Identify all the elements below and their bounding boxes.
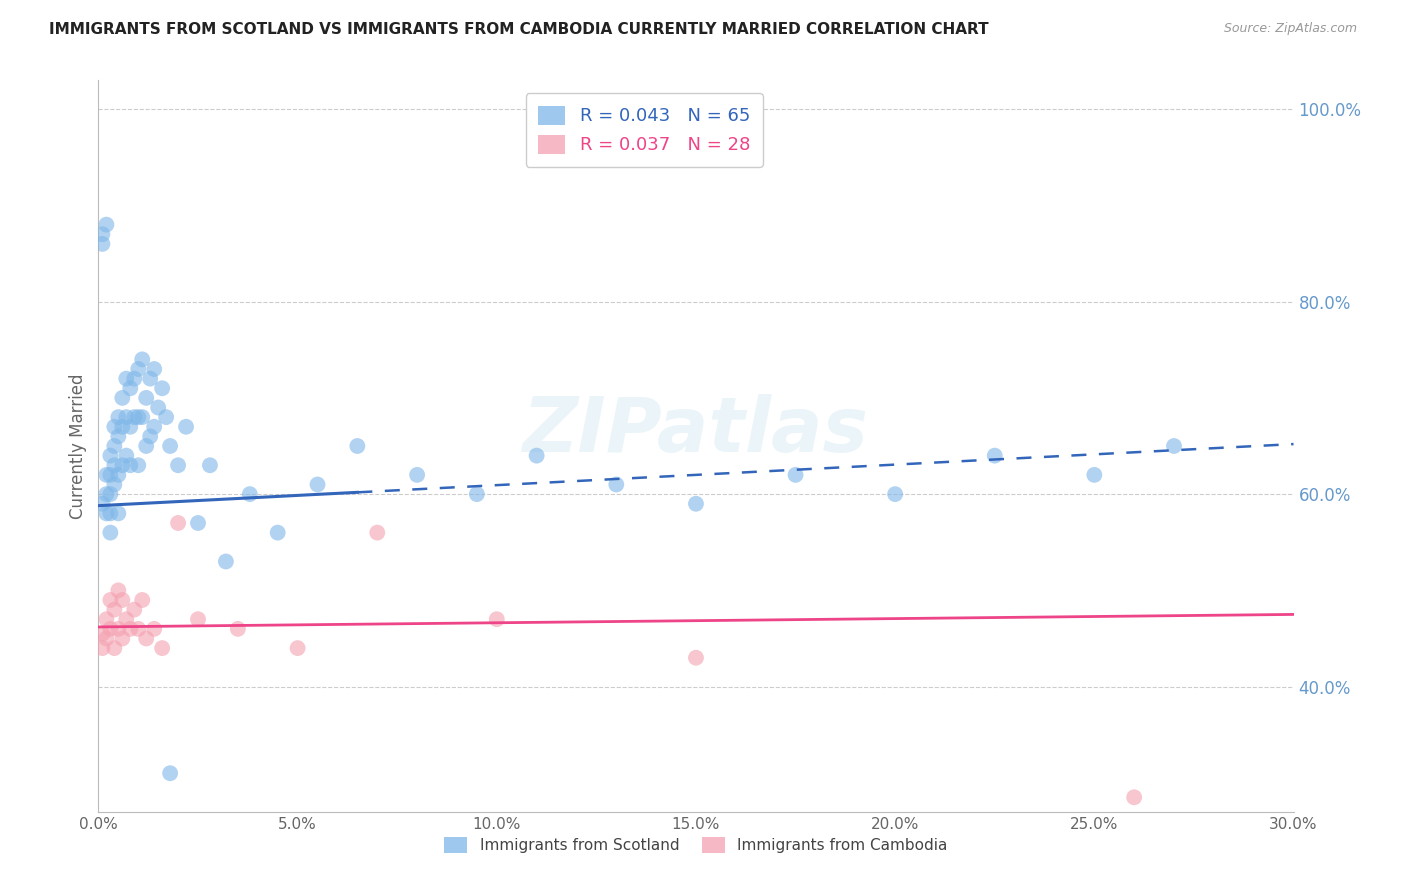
Point [120,458,142,473]
Point [96,632,118,646]
Point [98,593,122,607]
Point [98,449,122,463]
Point [307,477,329,491]
Point [120,622,142,636]
Point [103,458,125,473]
Point [685,650,707,665]
Point [96,467,118,482]
Point [98,487,122,501]
Point [111,419,134,434]
Point [124,371,146,385]
Point [107,429,129,443]
Point [96,487,118,501]
Point [174,419,197,434]
Point [267,525,290,540]
Point [111,458,134,473]
Point [406,467,429,482]
Point [131,593,153,607]
Text: IMMIGRANTS FROM SCOTLAND VS IMMIGRANTS FROM CAMBODIA CURRENTLY MARRIED CORRELATI: IMMIGRANTS FROM SCOTLAND VS IMMIGRANTS F… [49,22,988,37]
Point [884,487,907,501]
Point [155,410,177,425]
Point [984,449,1007,463]
Point [167,516,190,530]
Point [124,602,146,616]
Point [127,622,149,636]
Point [143,362,166,376]
Point [135,391,157,405]
Point [127,458,149,473]
Point [785,467,807,482]
Point [103,641,125,656]
Text: ZIPatlas: ZIPatlas [523,394,869,468]
Point [139,429,162,443]
Point [91,227,114,242]
Point [150,381,173,395]
Text: Source: ZipAtlas.com: Source: ZipAtlas.com [1223,22,1357,36]
Point [96,507,118,521]
Point [124,410,146,425]
Point [111,632,134,646]
Point [226,622,249,636]
Point [115,612,138,626]
Point [131,410,153,425]
Point [98,467,122,482]
Point [198,458,221,473]
Point [115,410,138,425]
Point [115,449,138,463]
Point [98,507,122,521]
Point [107,622,129,636]
Point [103,477,125,491]
Point [148,401,170,415]
Point [103,439,125,453]
Point [98,525,122,540]
Point [135,439,157,453]
Point [91,641,114,656]
Point [1163,439,1185,453]
Point [287,641,309,656]
Y-axis label: Currently Married: Currently Married [69,373,87,519]
Legend: Immigrants from Scotland, Immigrants from Cambodia: Immigrants from Scotland, Immigrants fro… [439,830,953,859]
Point [159,766,181,780]
Point [605,477,627,491]
Point [143,419,166,434]
Point [366,525,388,540]
Point [167,458,190,473]
Point [107,410,129,425]
Point [159,439,181,453]
Point [115,371,138,385]
Point [107,467,129,482]
Point [1123,790,1146,805]
Point [91,626,114,640]
Point [143,622,166,636]
Point [685,497,707,511]
Point [139,371,162,385]
Point [131,352,153,367]
Point [111,593,134,607]
Point [187,516,209,530]
Point [111,391,134,405]
Point [120,419,142,434]
Point [103,602,125,616]
Point [1083,467,1105,482]
Point [465,487,488,501]
Point [135,632,157,646]
Point [127,410,149,425]
Point [96,218,118,232]
Point [103,419,125,434]
Point [91,236,114,251]
Point [526,449,548,463]
Point [107,583,129,598]
Point [215,554,238,568]
Point [98,622,122,636]
Point [91,497,114,511]
Point [120,381,142,395]
Point [239,487,262,501]
Point [150,641,173,656]
Point [107,507,129,521]
Point [127,362,149,376]
Point [96,612,118,626]
Point [346,439,368,453]
Point [187,612,209,626]
Point [485,612,508,626]
